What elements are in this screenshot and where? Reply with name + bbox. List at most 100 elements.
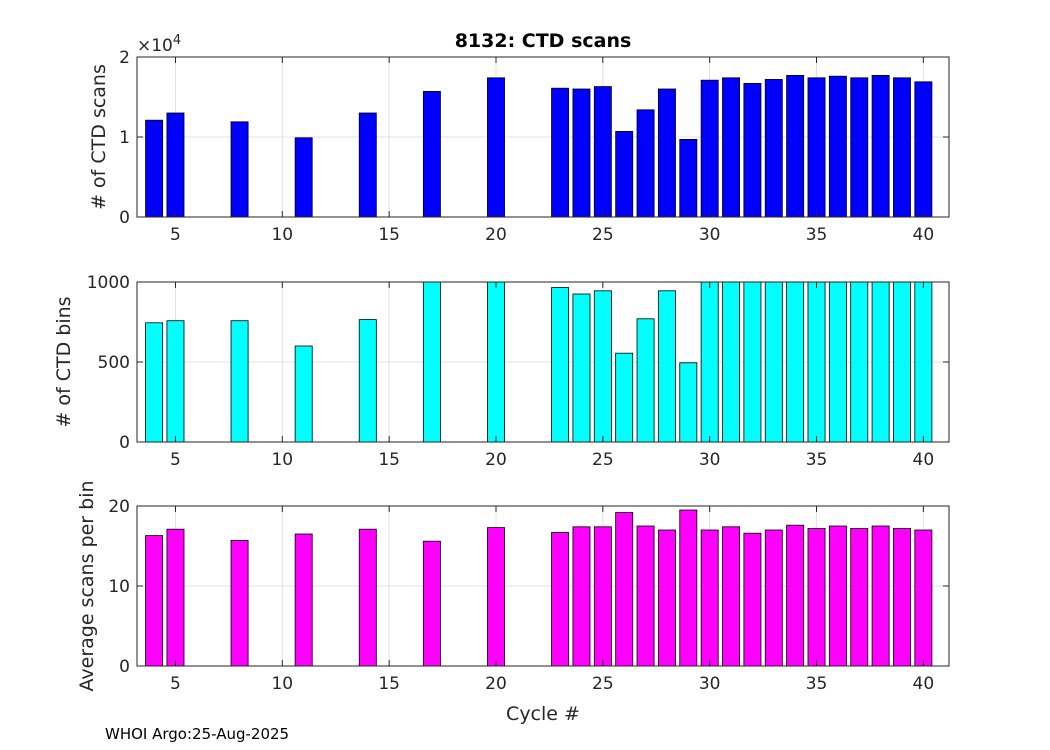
bar: [422, 281, 441, 443]
bar: [700, 281, 719, 443]
bar: [764, 281, 783, 443]
bar: [807, 528, 826, 667]
x-tick-label: 20: [485, 674, 507, 694]
bar: [743, 532, 762, 667]
bar: [871, 281, 890, 443]
bar: [166, 112, 185, 218]
bar: [914, 81, 933, 218]
bar: [871, 525, 890, 667]
panel-2: 5 10 15 20 25 30 35 40 0 500 1000 # of CTD bins: [53, 273, 950, 470]
bar: [871, 75, 890, 218]
bar: [807, 281, 826, 443]
bar: [722, 281, 740, 443]
y-tick-label: 2: [119, 48, 130, 68]
panel-1: 5 10 15 20 25 30 35 40 0 1 2 # of CTD scans ×104 8132…: [88, 30, 950, 245]
bar: [764, 79, 783, 218]
bar: [636, 318, 655, 443]
bar: [145, 322, 164, 443]
y-axis-label: Average scans per bin: [76, 480, 98, 691]
y-tick-label: 1: [119, 128, 130, 148]
x-tick-label: 30: [699, 450, 721, 470]
x-tick-label: 5: [170, 674, 181, 694]
bar: [294, 137, 313, 218]
bar: [294, 533, 313, 667]
x-tick-label: 35: [806, 674, 828, 694]
bar: [914, 281, 933, 443]
x-tick-label: 25: [592, 450, 614, 470]
x-tick-label: 15: [378, 674, 400, 694]
bar: [230, 320, 249, 443]
x-tick-label: 40: [913, 450, 935, 470]
x-tick-label: 35: [806, 225, 828, 245]
x-tick-label: 5: [170, 225, 181, 245]
bar: [657, 290, 676, 443]
bar: [358, 112, 377, 218]
bar: [358, 319, 377, 443]
bar: [551, 532, 570, 667]
x-tick-label: 15: [378, 225, 400, 245]
bar: [657, 88, 676, 218]
bar: [572, 526, 591, 667]
y-tick-label: 20: [108, 497, 130, 517]
bar: [786, 75, 805, 218]
bar: [551, 87, 570, 218]
bar: [914, 529, 933, 667]
bar: [593, 86, 612, 218]
bar: [636, 109, 655, 218]
bar: [893, 528, 911, 667]
y-tick-label: 500: [98, 353, 130, 373]
bar: [893, 77, 911, 218]
bar: [722, 526, 740, 667]
bar: [850, 528, 869, 667]
bar: [230, 121, 249, 218]
x-tick-label: 10: [271, 225, 293, 245]
bar: [422, 91, 441, 218]
bar: [593, 526, 612, 667]
x-axis-label: Cycle #: [506, 703, 580, 725]
x-tick-label: 25: [592, 225, 614, 245]
chart-title: 8132: CTD scans: [455, 30, 632, 52]
bar: [700, 529, 719, 667]
y-tick-label: 0: [119, 208, 130, 228]
x-tick-label: 40: [913, 674, 935, 694]
bar: [786, 524, 805, 667]
y-tick-label: 1000: [87, 273, 130, 293]
bar: [636, 525, 655, 667]
bar: [358, 528, 377, 667]
bar: [615, 352, 634, 443]
bar: [828, 281, 847, 443]
x-tick-label: 40: [913, 225, 935, 245]
x-tick-label: 30: [699, 674, 721, 694]
bar: [166, 528, 185, 667]
x-tick-label: 25: [592, 674, 614, 694]
bar: [807, 77, 826, 218]
y-tick-label: 0: [119, 433, 130, 453]
x-tick-label: 30: [699, 225, 721, 245]
bar: [166, 320, 185, 443]
bar: [700, 79, 719, 218]
bar: [850, 281, 869, 443]
bar: [487, 77, 505, 218]
x-tick-label: 10: [271, 674, 293, 694]
bar: [657, 529, 676, 667]
bar: [145, 119, 164, 218]
bar: [487, 281, 505, 443]
bar: [850, 77, 869, 218]
bar: [722, 77, 740, 218]
bar: [743, 281, 762, 443]
bar: [145, 535, 164, 667]
y-tick-label: 10: [108, 577, 130, 597]
bar: [551, 287, 570, 443]
bar: [679, 362, 698, 443]
y-exponent-label: ×104: [137, 33, 181, 56]
bar: [572, 293, 591, 443]
x-tick-label: 10: [271, 450, 293, 470]
bar: [679, 509, 698, 667]
y-axis-label: # of CTD bins: [53, 296, 75, 427]
bar: [422, 540, 441, 667]
bar: [230, 540, 249, 667]
bar: [828, 75, 847, 218]
bar: [487, 527, 505, 667]
bar: [743, 83, 762, 218]
